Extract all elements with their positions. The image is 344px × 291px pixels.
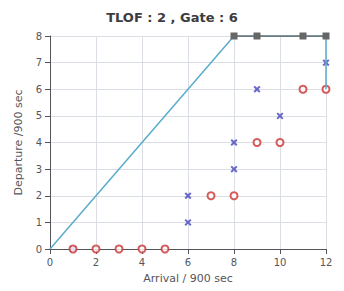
svg-text:Arrival / 900 sec: Arrival / 900 sec xyxy=(143,272,232,285)
svg-text:Departure /900 sec: Departure /900 sec xyxy=(12,89,25,195)
svg-text:2: 2 xyxy=(93,257,99,268)
svg-text:1: 1 xyxy=(36,217,42,228)
svg-text:6: 6 xyxy=(36,84,42,95)
svg-text:7: 7 xyxy=(36,57,42,68)
svg-text:2: 2 xyxy=(36,190,42,201)
svg-text:6: 6 xyxy=(185,257,191,268)
svg-text:3: 3 xyxy=(36,164,42,175)
svg-text:0: 0 xyxy=(47,257,53,268)
svg-text:10: 10 xyxy=(274,257,287,268)
svg-text:0: 0 xyxy=(36,244,42,255)
svg-text:4: 4 xyxy=(36,137,42,148)
svg-text:4: 4 xyxy=(139,257,145,268)
svg-text:8: 8 xyxy=(231,257,237,268)
svg-text:5: 5 xyxy=(36,110,42,121)
svg-text:8: 8 xyxy=(36,31,42,42)
svg-text:TLOF : 2 , Gate : 6: TLOF : 2 , Gate : 6 xyxy=(106,10,238,25)
svg-text:12: 12 xyxy=(320,257,333,268)
